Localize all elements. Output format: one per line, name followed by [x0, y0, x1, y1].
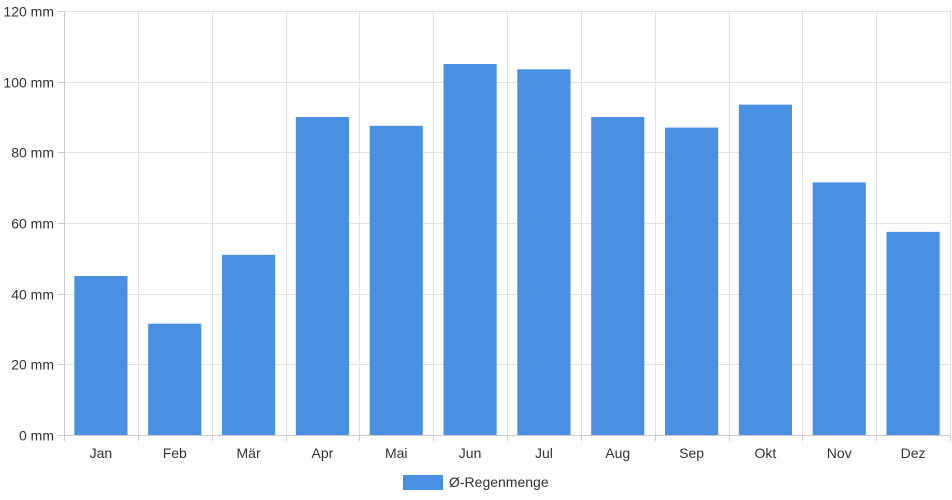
- bar-Okt: [738, 104, 792, 435]
- x-tick-label: Nov: [827, 445, 852, 461]
- x-tick-label: Apr: [312, 445, 334, 461]
- y-tick-label: 20 mm: [11, 357, 54, 373]
- y-tick-label: 40 mm: [11, 287, 54, 303]
- bar-Jan: [74, 276, 128, 435]
- bar-Sep: [665, 127, 719, 435]
- bar-Dez: [886, 231, 940, 435]
- bar-Nov: [812, 182, 866, 435]
- bar-Aug: [591, 117, 645, 435]
- bars: [74, 64, 940, 436]
- bar-Mär: [222, 254, 276, 435]
- x-tick-label: Jun: [459, 445, 482, 461]
- bar-Mai: [369, 125, 423, 435]
- x-tick-label: Jan: [90, 445, 113, 461]
- x-tick-label: Mär: [237, 445, 261, 461]
- x-tick-label: Aug: [605, 445, 630, 461]
- y-axis-ticks: 0 mm 20 mm 40 mm 60 mm 80 mm 100 mm 120 mm: [3, 4, 64, 444]
- legend-label: Ø-Regenmenge: [449, 474, 549, 490]
- grid-lines: [64, 11, 951, 436]
- bar-Jul: [517, 69, 571, 436]
- y-tick-label: 100 mm: [3, 75, 54, 91]
- bar-Jun: [443, 64, 497, 435]
- x-axis-ticks: Jan Feb Mär Apr Mai Jun Jul Aug Sep Okt Nov Dez: [64, 435, 951, 461]
- x-tick-label: Mai: [385, 445, 408, 461]
- x-tick-label: Okt: [755, 445, 777, 461]
- y-tick-label: 60 mm: [11, 216, 54, 232]
- y-tick-label: 0 mm: [19, 428, 54, 444]
- x-tick-label: Sep: [679, 445, 704, 461]
- x-tick-label: Jul: [535, 445, 553, 461]
- bar-Feb: [148, 323, 202, 435]
- x-tick-label: Dez: [901, 445, 926, 461]
- y-tick-label: 80 mm: [11, 145, 54, 161]
- bar-Apr: [295, 117, 349, 435]
- legend-swatch: [403, 475, 443, 490]
- x-tick-label: Feb: [163, 445, 187, 461]
- legend: Ø-Regenmenge: [403, 474, 549, 490]
- y-tick-label: 120 mm: [3, 4, 54, 20]
